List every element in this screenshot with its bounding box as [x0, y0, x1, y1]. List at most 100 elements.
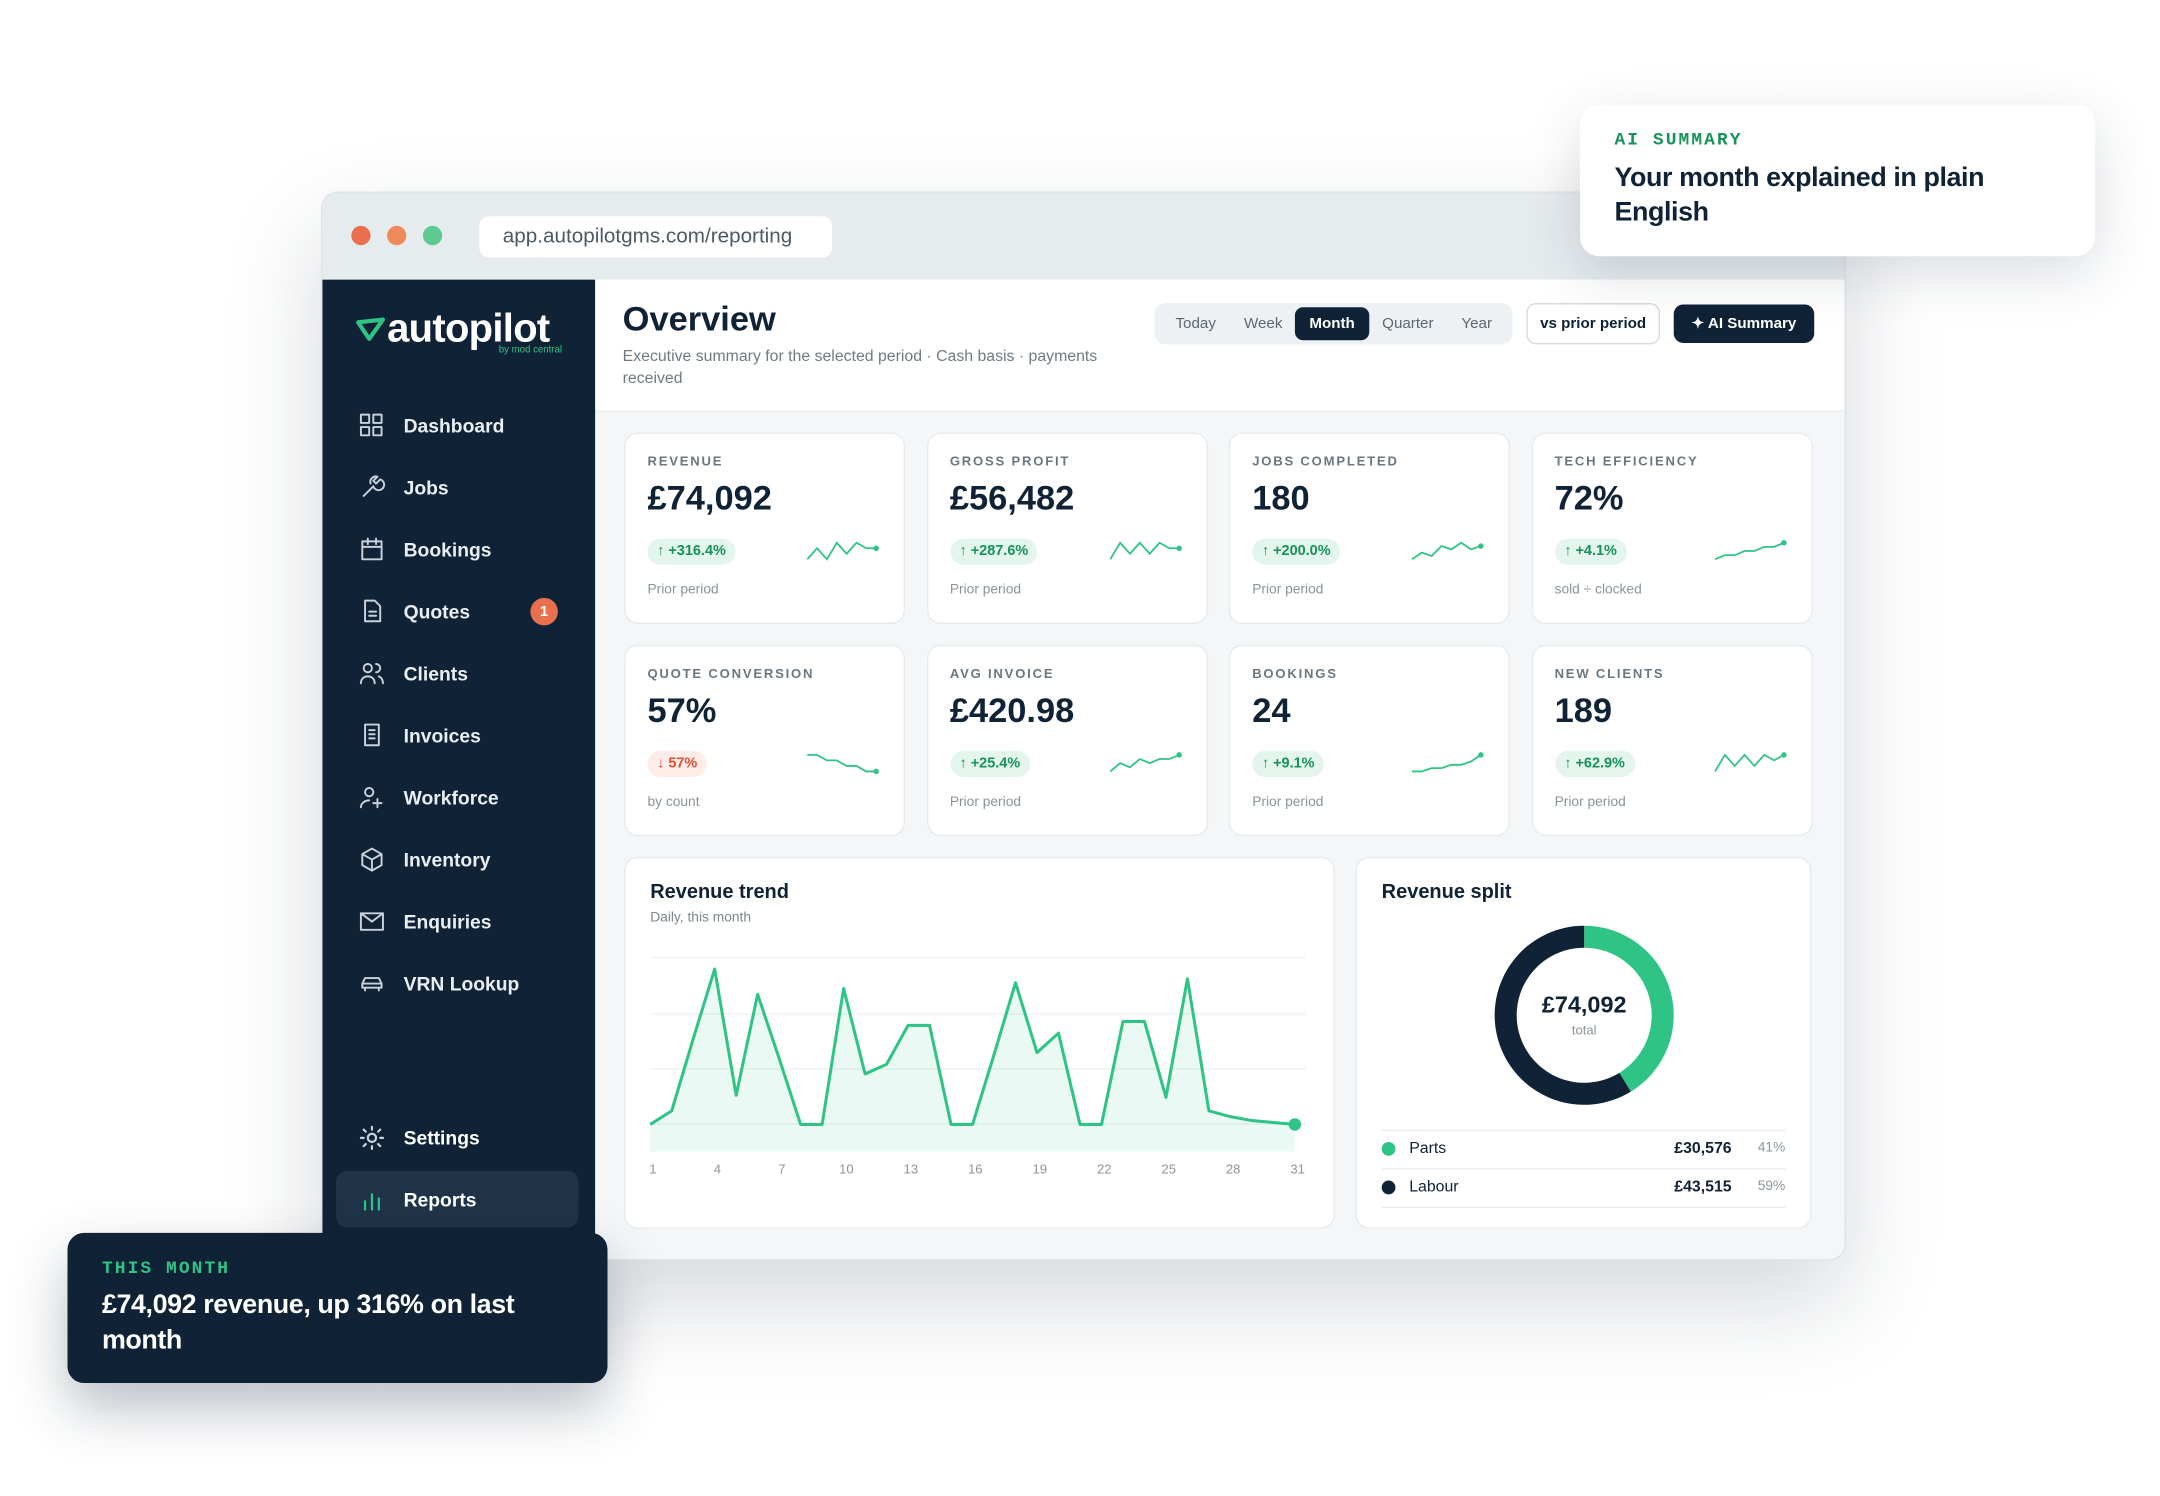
kpi-label: REVENUE: [647, 454, 724, 470]
sparkline-line: [1411, 541, 1482, 561]
sparkline: [1411, 752, 1484, 773]
kpi-value: 24: [1252, 691, 1291, 731]
sparkline: [1713, 752, 1786, 772]
callout-text: £74,092 revenue, up 316% on last month: [101, 1289, 515, 1356]
trend-subtitle: Daily, this month: [650, 910, 752, 926]
sparkline: [1109, 752, 1182, 773]
nav-item[interactable]: Invoices: [403, 724, 481, 747]
nav-item[interactable]: Inventory: [403, 848, 491, 871]
x-tick-label: 22: [1097, 1162, 1112, 1177]
kpi-label: JOBS COMPLETED: [1252, 454, 1399, 470]
legend-value: £30,576: [1674, 1140, 1732, 1158]
kpi-change: ↓ 57%: [647, 750, 707, 777]
x-tick-label: 25: [1161, 1162, 1176, 1177]
nav-icon: [364, 599, 382, 623]
sparkline: [807, 754, 879, 775]
legend-divider: [1381, 1206, 1786, 1209]
compare-button[interactable]: vs prior period: [1526, 303, 1660, 345]
nav-item[interactable]: Quotes: [403, 600, 471, 623]
nav-badge: 1: [530, 597, 558, 626]
page-subtitle: Executive summary for the selected perio…: [622, 348, 1098, 388]
kpi-note: Prior period: [949, 794, 1022, 810]
x-tick-label: 31: [1290, 1162, 1305, 1177]
donut: [1494, 925, 1674, 1105]
nav-item[interactable]: Workforce: [403, 786, 499, 809]
kpi-card: [624, 432, 906, 625]
x-tick-label: 13: [904, 1162, 919, 1177]
kpi-label: BOOKINGS: [1252, 666, 1338, 682]
callout-kicker: AI SUMMARY: [1614, 129, 1743, 151]
legend-dot: [1381, 1141, 1396, 1156]
nav-item[interactable]: VRN Lookup: [403, 972, 520, 995]
period-option[interactable]: Year: [1461, 315, 1493, 332]
kpi-value: 57%: [647, 691, 717, 731]
period-option[interactable]: Quarter: [1382, 315, 1434, 332]
sparkline-line: [806, 541, 877, 561]
kpi-note: Prior period: [1252, 794, 1324, 810]
kpi-card: [624, 644, 906, 837]
nav-icon: [361, 977, 383, 992]
sparkline-line: [1109, 754, 1179, 773]
dot-green: [422, 225, 443, 246]
kpi-change: ↑ +25.4%: [949, 750, 1030, 777]
sparkline-end: [873, 545, 879, 552]
callout-kicker: THIS MONTH: [101, 1257, 231, 1279]
legend-dot: [1381, 1180, 1396, 1195]
kpi-change: ↑ +287.6%: [949, 538, 1038, 565]
kpi-card: [926, 432, 1208, 625]
nav-item[interactable]: Reports: [403, 1188, 477, 1211]
period-option[interactable]: Today: [1175, 315, 1216, 332]
kpi-label: GROSS PROFIT: [949, 454, 1071, 470]
nav-item[interactable]: Bookings: [403, 538, 492, 561]
x-tick-label: 4: [714, 1162, 721, 1177]
trend-line: [649, 967, 1296, 1126]
x-tick-label: 10: [839, 1162, 854, 1177]
kpi-value: £74,092: [647, 479, 772, 518]
nav-item[interactable]: Clients: [403, 662, 468, 685]
ai-summary-button[interactable]: ✦ AI Summary: [1673, 304, 1815, 344]
kpi-note: Prior period: [1554, 794, 1626, 810]
kpi-change: ↑ +4.1%: [1554, 538, 1627, 565]
nav-icon: [359, 786, 383, 809]
legend-divider: [1381, 1168, 1786, 1170]
nav-icon-path: [361, 977, 383, 992]
nav-item[interactable]: Jobs: [403, 476, 449, 499]
donut-center-label: total: [1571, 1023, 1597, 1039]
nav-icon-path: [362, 475, 386, 497]
legend-share: 41%: [1757, 1140, 1786, 1156]
nav-icon-path: [359, 912, 384, 931]
nav-item[interactable]: Dashboard: [403, 414, 505, 437]
trend-card: [624, 856, 1335, 1229]
trend-area: [650, 969, 1295, 1152]
kpi-note: Prior period: [1252, 582, 1324, 598]
nav-active-bg: [336, 1170, 579, 1228]
nav-icon: [359, 1125, 385, 1150]
kpi-note: by count: [647, 794, 700, 810]
x-tick-label: 28: [1226, 1162, 1241, 1177]
donut-center-value: £74,092: [1541, 991, 1627, 1019]
sparkline-end: [1780, 540, 1786, 546]
nav-icon-path: [359, 786, 383, 809]
nav-item[interactable]: Settings: [403, 1126, 480, 1149]
nav-icon-path: [359, 413, 383, 437]
nav-icon-path: [364, 723, 380, 747]
sparkline-line: [1714, 541, 1784, 561]
nav-icon: [361, 847, 383, 872]
kpi-value: £420.98: [949, 691, 1075, 731]
header-bar: [595, 279, 1845, 412]
x-tick-label: 7: [778, 1162, 785, 1177]
period-option[interactable]: Month: [1294, 307, 1370, 341]
trend-chart: 1 4 7 10 13 16 19 22 25 28 31: [649, 956, 1306, 1177]
kpi-value: 189: [1554, 691, 1613, 731]
logo-sub: by mod central: [498, 345, 563, 356]
kpi-label: QUOTE CONVERSION: [647, 666, 815, 682]
kpi-label: TECH EFFICIENCY: [1554, 454, 1699, 470]
url-bar[interactable]: [479, 216, 833, 258]
nav-icon-path: [359, 663, 384, 685]
x-tick-label: 16: [968, 1162, 983, 1177]
nav-icon-path: [363, 1193, 380, 1211]
period-option[interactable]: Week: [1243, 315, 1283, 332]
nav-item[interactable]: Enquiries: [403, 910, 492, 933]
kpi-value: 180: [1252, 479, 1310, 518]
